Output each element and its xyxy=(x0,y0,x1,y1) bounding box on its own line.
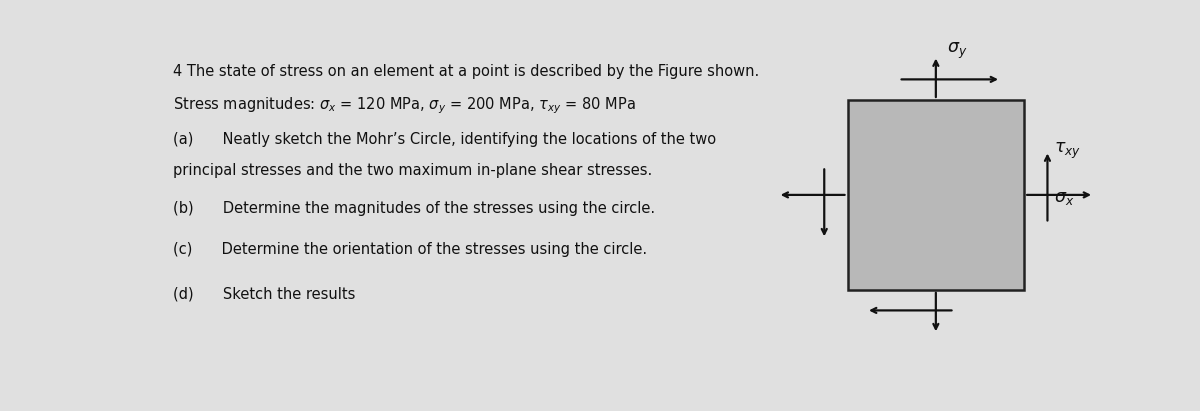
Text: (c)  Determine the orientation of the stresses using the circle.: (c) Determine the orientation of the str… xyxy=(173,242,647,257)
Text: $\sigma_x$: $\sigma_x$ xyxy=(1054,189,1074,207)
Bar xyxy=(847,100,1025,290)
Text: $\sigma_y$: $\sigma_y$ xyxy=(947,41,967,61)
Text: Stress magnitudes: $\sigma_x$ = 120 MPa, $\sigma_y$ = 200 MPa, $\tau_{xy}$ = 80 : Stress magnitudes: $\sigma_x$ = 120 MPa,… xyxy=(173,95,636,116)
Text: (b)  Determine the magnitudes of the stresses using the circle.: (b) Determine the magnitudes of the stre… xyxy=(173,201,655,216)
Text: (a)  Neatly sketch the Mohr’s Circle, identifying the locations of the two: (a) Neatly sketch the Mohr’s Circle, ide… xyxy=(173,132,716,147)
Text: 4 The state of stress on an element at a point is described by the Figure shown.: 4 The state of stress on an element at a… xyxy=(173,64,760,79)
Text: $\tau_{xy}$: $\tau_{xy}$ xyxy=(1054,141,1081,161)
Text: (d)  Sketch the results: (d) Sketch the results xyxy=(173,287,355,302)
Text: principal stresses and the two maximum in-plane shear stresses.: principal stresses and the two maximum i… xyxy=(173,163,653,178)
